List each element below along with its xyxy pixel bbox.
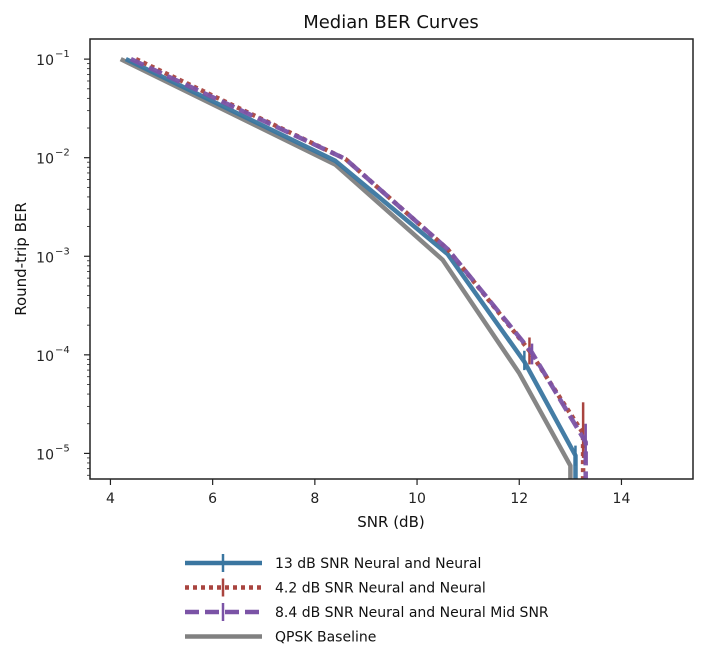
y-tick-label: 10 — [36, 250, 54, 266]
y-tick-exponent: −4 — [55, 345, 70, 356]
y-tick-exponent: −1 — [55, 49, 70, 60]
x-axis: 4 6 8 10 12 14 — [106, 479, 630, 507]
x-tick-label: 14 — [613, 491, 631, 507]
legend: 13 dB SNR Neural and Neural 4.2 dB SNR Ne… — [185, 554, 549, 646]
x-tick-label: 10 — [408, 491, 426, 507]
legend-label: QPSK Baseline — [275, 630, 376, 646]
plot-frame — [89, 38, 694, 480]
x-tick-label: 12 — [510, 491, 528, 507]
y-tick-exponent: −3 — [55, 246, 70, 257]
plot-area — [119, 57, 588, 479]
y-axis: 10−110−210−310−410−5 — [36, 49, 90, 476]
legend-label: 13 dB SNR Neural and Neural — [275, 556, 481, 572]
x-tick-label: 8 — [310, 491, 319, 507]
series-line — [135, 57, 586, 479]
y-tick-label: 10 — [36, 447, 54, 463]
chart-title: Median BER Curves — [303, 12, 479, 33]
series-line — [129, 57, 588, 479]
x-tick-label: 6 — [208, 491, 217, 507]
y-axis-label: Round-trip BER — [12, 202, 30, 316]
legend-label: 8.4 dB SNR Neural and Neural Mid SNR — [275, 605, 549, 621]
x-tick-label: 4 — [106, 491, 115, 507]
x-axis-label: SNR (dB) — [357, 513, 424, 531]
series-line — [119, 57, 573, 479]
y-tick-label: 10 — [36, 349, 54, 365]
y-tick-label: 10 — [36, 53, 54, 69]
y-tick-label: 10 — [36, 152, 54, 168]
y-tick-exponent: −2 — [55, 148, 70, 159]
legend-label: 4.2 dB SNR Neural and Neural — [275, 581, 486, 597]
series-line — [124, 57, 578, 479]
y-tick-exponent: −5 — [55, 443, 70, 454]
